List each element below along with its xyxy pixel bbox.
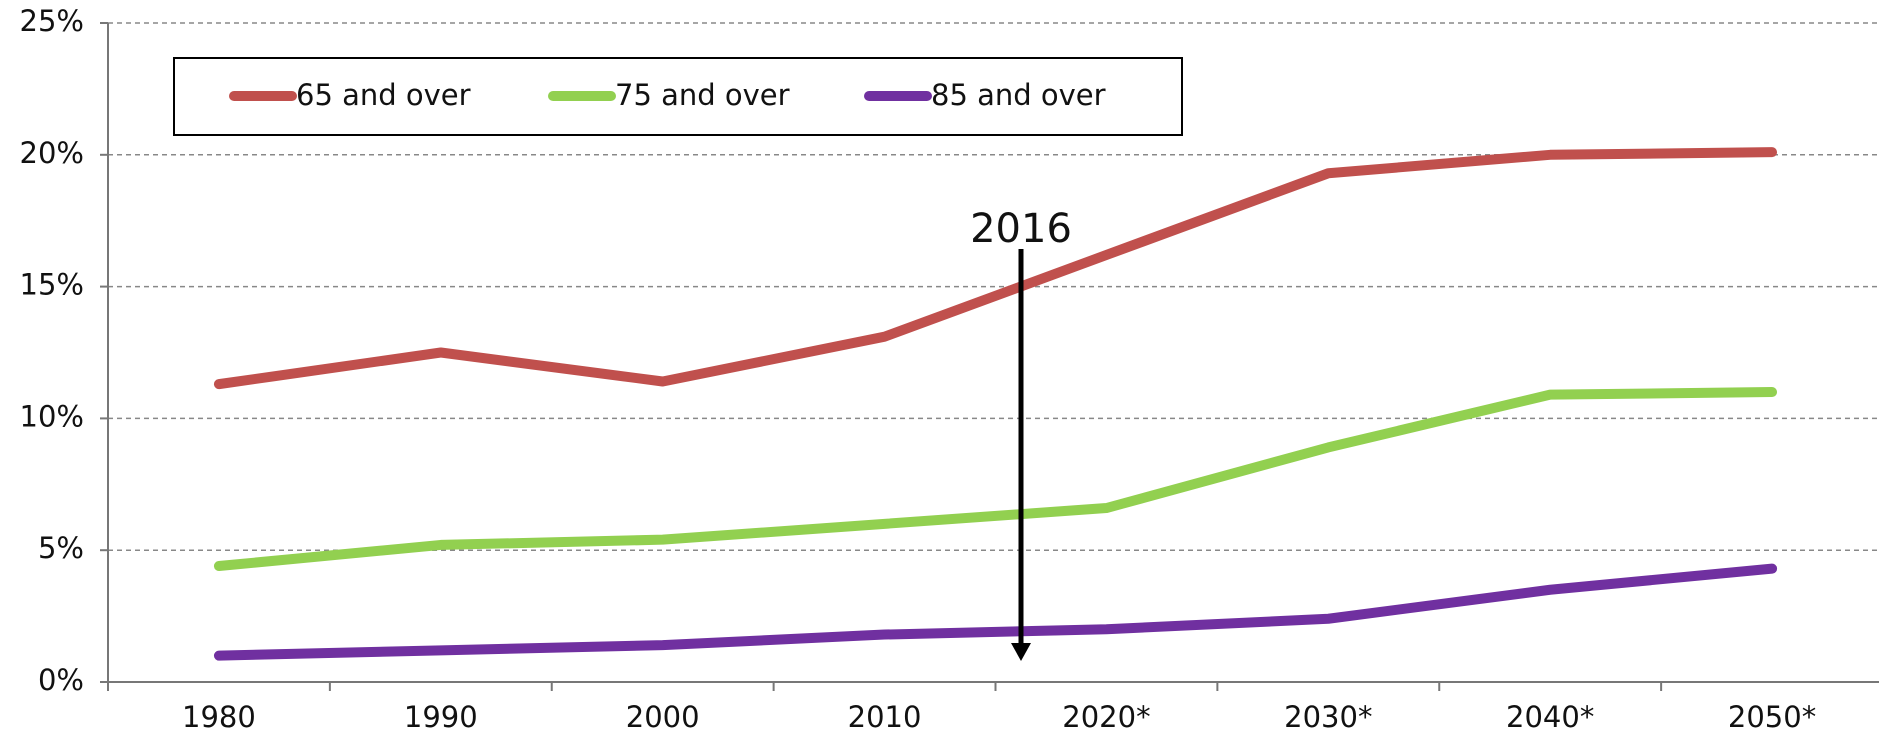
y-tick-label: 5% [38, 531, 84, 565]
x-tick-label: 1990 [404, 700, 478, 734]
line-series [213, 147, 1778, 390]
line-series [213, 387, 1778, 572]
y-tick-label: 25% [20, 4, 84, 38]
x-tick-label: 2020* [1062, 700, 1150, 734]
x-tick-label: 2050* [1728, 700, 1816, 734]
x-tick-label: 2040* [1506, 700, 1594, 734]
legend-label: 75 and over [615, 78, 790, 112]
legend-label: 65 and over [296, 78, 471, 112]
y-tick-label: 20% [20, 136, 84, 170]
x-tick-label: 2030* [1284, 700, 1372, 734]
y-tick-label: 0% [38, 663, 84, 697]
legend-box [173, 57, 1183, 136]
annotation: 2016 [970, 206, 1072, 252]
x-tick-label: 2010 [848, 700, 922, 734]
x-tick-label: 1980 [182, 700, 256, 734]
y-tick-label: 10% [20, 399, 84, 433]
line-series [213, 563, 1778, 661]
y-tick-label: 15% [20, 268, 84, 302]
annotation-arrowhead [1011, 643, 1031, 661]
legend-label: 85 and over [931, 78, 1106, 112]
x-tick-label: 2000 [626, 700, 700, 734]
